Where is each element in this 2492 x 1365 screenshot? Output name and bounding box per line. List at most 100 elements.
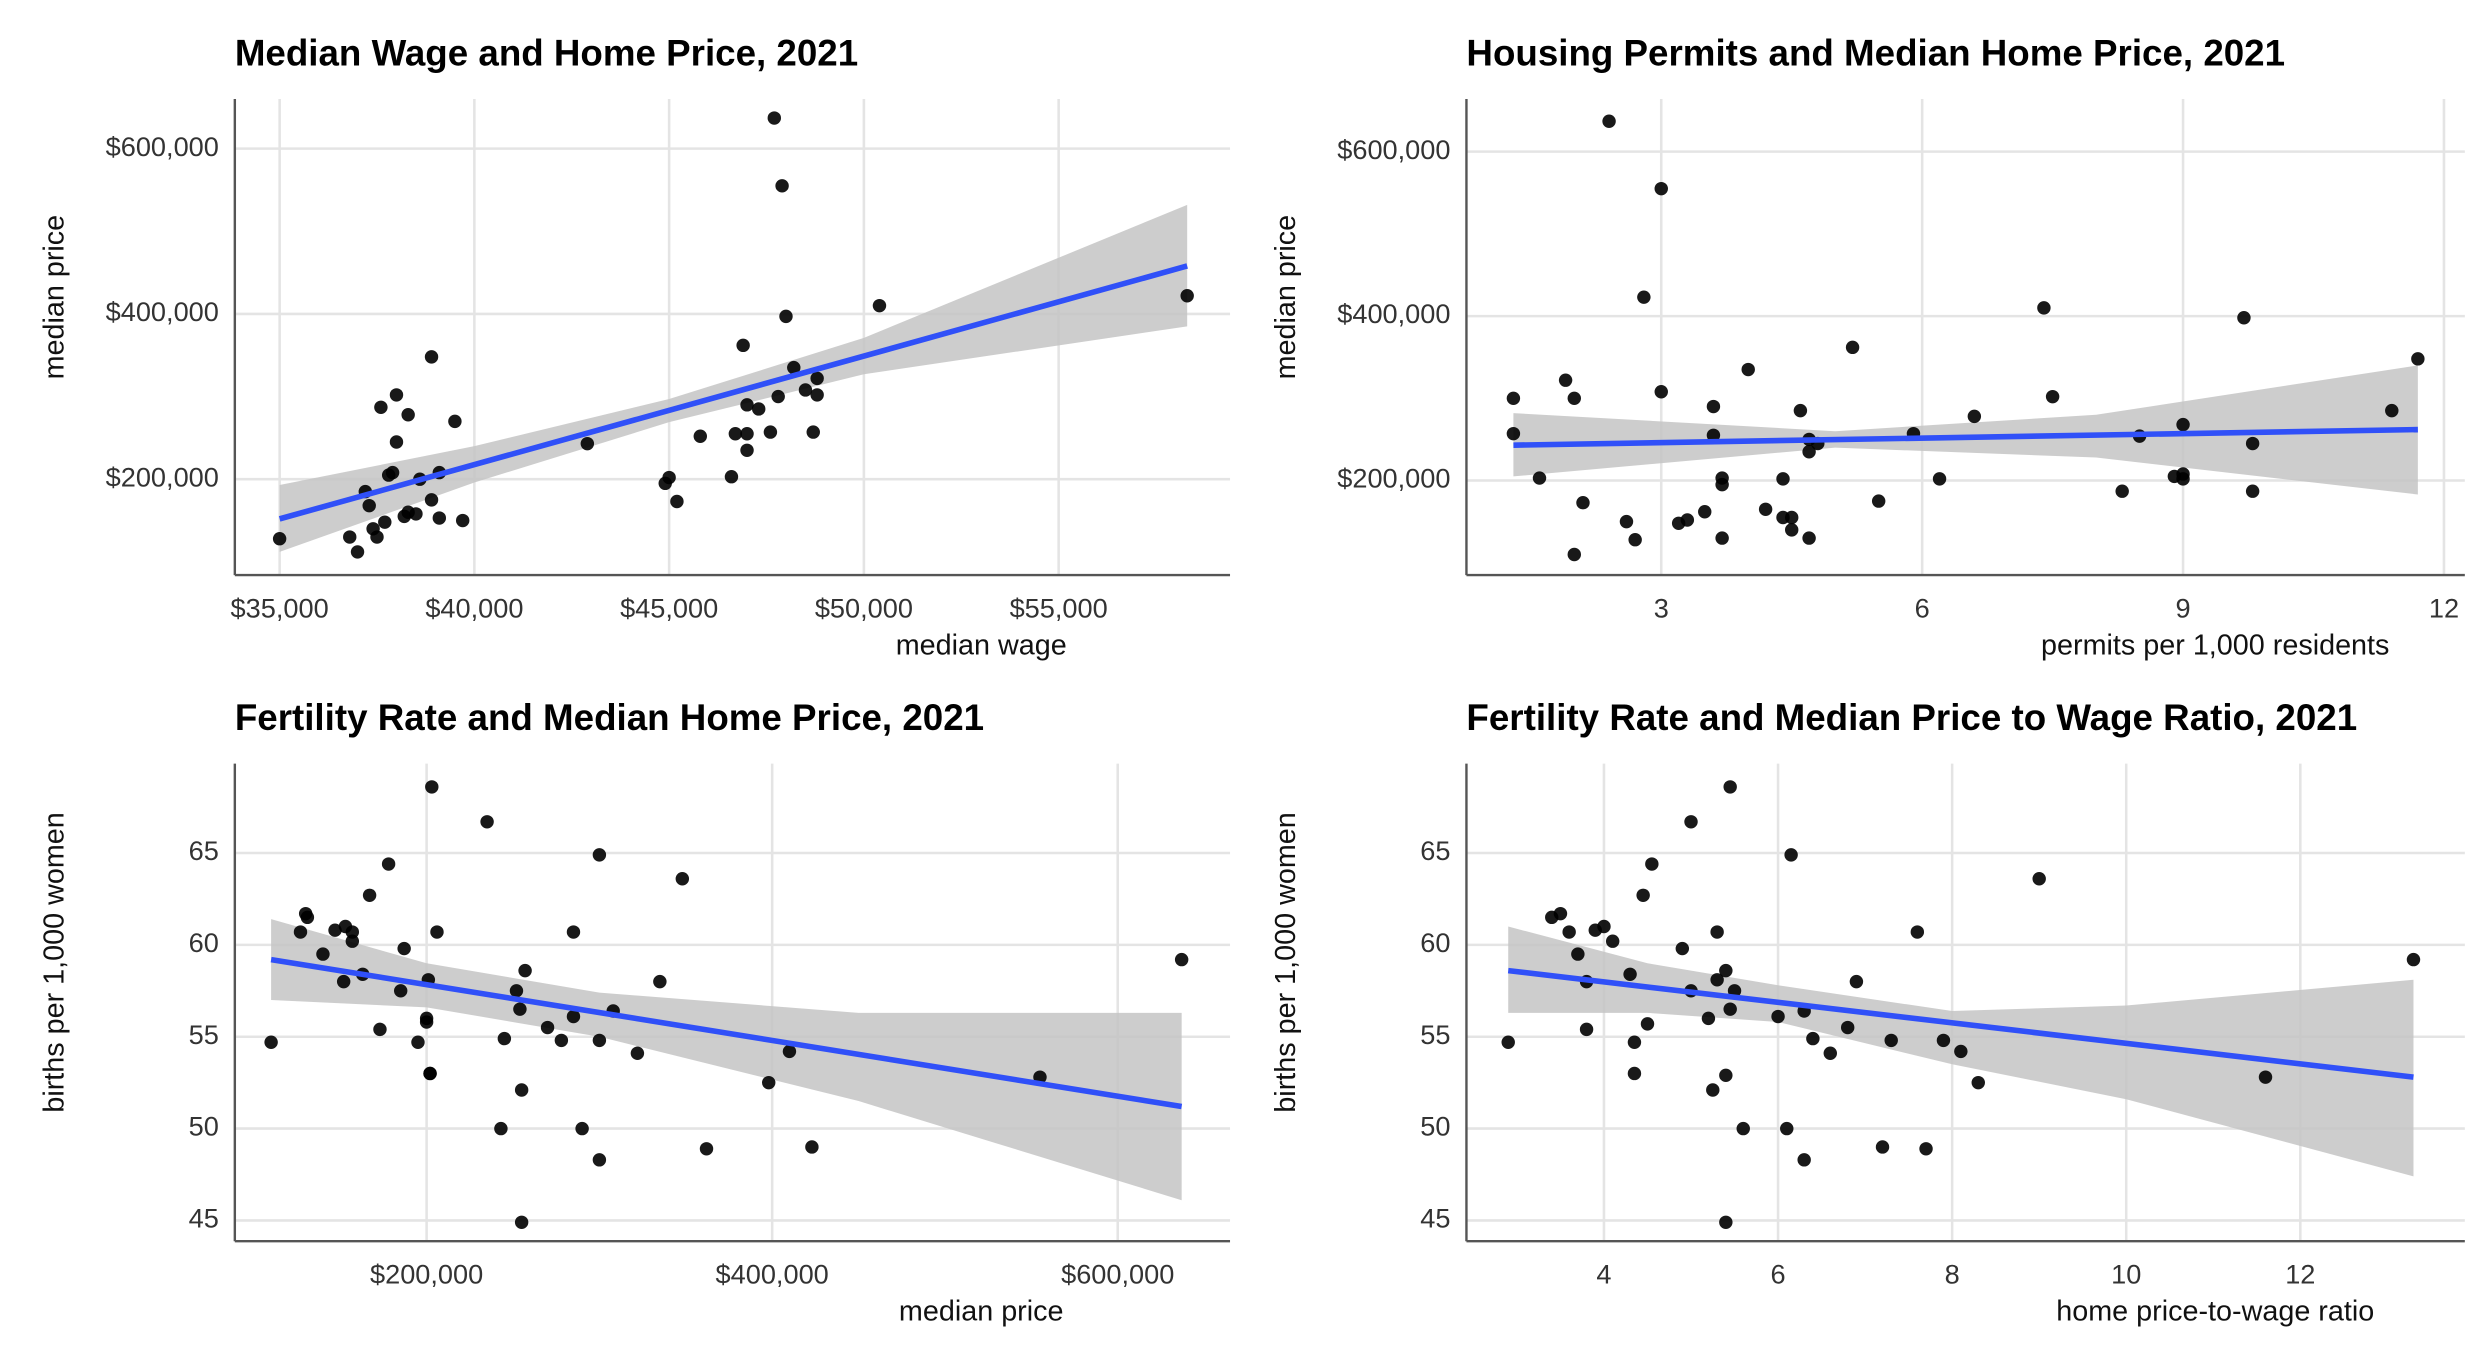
point bbox=[1605, 934, 1620, 948]
point bbox=[2045, 389, 2060, 404]
point bbox=[1636, 888, 1650, 902]
point bbox=[1723, 1002, 1737, 1016]
point bbox=[810, 371, 824, 386]
point bbox=[514, 1083, 529, 1097]
x-tick-label: 3 bbox=[1654, 592, 1669, 623]
point bbox=[670, 494, 684, 509]
point bbox=[810, 388, 824, 402]
y-tick-label: 55 bbox=[189, 1019, 219, 1050]
point bbox=[2237, 311, 2251, 325]
y-axis-label: median price bbox=[1270, 215, 1302, 380]
point bbox=[2245, 436, 2260, 451]
trend-line bbox=[1507, 967, 2414, 1080]
y-tick-label: 60 bbox=[189, 927, 219, 958]
point bbox=[1802, 445, 1816, 459]
point bbox=[762, 1075, 776, 1090]
point bbox=[513, 1002, 527, 1016]
point bbox=[675, 872, 690, 886]
point bbox=[1576, 496, 1590, 510]
point bbox=[373, 1022, 387, 1037]
point bbox=[740, 443, 754, 457]
point bbox=[798, 383, 813, 397]
y-tick-label: 60 bbox=[1420, 927, 1450, 958]
x-axis-label: home price-to-wage ratio bbox=[2056, 1296, 2374, 1328]
point bbox=[425, 780, 439, 794]
point bbox=[1871, 494, 1886, 508]
y-tick-label: $200,000 bbox=[106, 461, 219, 492]
confidence-band bbox=[1513, 365, 2418, 495]
point bbox=[1910, 925, 1925, 939]
point bbox=[1954, 1044, 1968, 1059]
point bbox=[1627, 1066, 1642, 1081]
y-tick-label: $400,000 bbox=[1337, 298, 1450, 329]
point bbox=[316, 947, 330, 961]
point bbox=[736, 338, 750, 353]
point bbox=[509, 984, 524, 998]
point bbox=[2258, 1070, 2273, 1084]
point bbox=[1710, 925, 1724, 939]
point bbox=[740, 427, 754, 441]
point bbox=[782, 1044, 797, 1059]
x-tick-label: 9 bbox=[2176, 592, 2191, 623]
point bbox=[430, 925, 444, 939]
point bbox=[1845, 340, 1860, 355]
x-axis-label: permits per 1,000 residents bbox=[2041, 630, 2389, 662]
point bbox=[397, 941, 411, 956]
x-tick-label: 12 bbox=[2285, 1259, 2315, 1290]
point bbox=[378, 515, 392, 529]
point bbox=[2406, 952, 2421, 967]
point bbox=[1637, 290, 1651, 304]
x-tick-label: $45,000 bbox=[620, 592, 718, 623]
point bbox=[575, 1121, 589, 1136]
point bbox=[1932, 472, 1947, 486]
point bbox=[494, 1121, 508, 1136]
point bbox=[362, 888, 377, 902]
point bbox=[1784, 848, 1798, 862]
point bbox=[1640, 1017, 1655, 1031]
point bbox=[693, 429, 708, 443]
point bbox=[1627, 1035, 1642, 1049]
x-axis-label: median price bbox=[899, 1296, 1064, 1328]
point bbox=[1506, 391, 1521, 406]
point bbox=[1758, 502, 1773, 517]
point bbox=[1936, 1033, 1951, 1048]
point bbox=[662, 470, 676, 485]
point bbox=[1571, 947, 1585, 961]
point bbox=[872, 298, 887, 313]
point bbox=[580, 436, 595, 451]
point bbox=[1506, 426, 1521, 441]
x-tick-label: 8 bbox=[1945, 1259, 1960, 1290]
point bbox=[1174, 952, 1189, 967]
chart-title: Fertility Rate and Median Price to Wage … bbox=[1466, 697, 2357, 738]
point bbox=[1701, 1011, 1716, 1026]
point bbox=[1706, 1083, 1720, 1097]
point bbox=[566, 1009, 581, 1024]
point bbox=[2032, 872, 2046, 886]
y-tick-label: 65 bbox=[189, 835, 219, 866]
point bbox=[362, 498, 376, 513]
confidence-band bbox=[279, 204, 1188, 552]
point bbox=[1645, 857, 1659, 871]
point bbox=[381, 857, 396, 871]
confidence-band bbox=[271, 919, 1182, 1201]
point bbox=[343, 530, 357, 544]
point bbox=[2385, 403, 2399, 418]
point bbox=[592, 848, 607, 862]
point bbox=[752, 402, 766, 416]
point bbox=[374, 400, 388, 415]
point bbox=[1553, 906, 1568, 921]
point bbox=[370, 530, 384, 544]
y-tick-label: 45 bbox=[1420, 1203, 1450, 1234]
point bbox=[336, 974, 351, 989]
point bbox=[2115, 484, 2129, 498]
point bbox=[2176, 417, 2190, 432]
y-tick-label: 55 bbox=[1420, 1019, 1450, 1050]
x-tick-label: $35,000 bbox=[231, 592, 329, 623]
trend-line bbox=[270, 956, 1183, 1110]
point bbox=[423, 1066, 437, 1081]
y-tick-label: $200,000 bbox=[1337, 463, 1450, 494]
point bbox=[345, 934, 360, 948]
point bbox=[293, 925, 308, 939]
point bbox=[724, 470, 739, 484]
x-tick-label: $200,000 bbox=[370, 1259, 483, 1290]
